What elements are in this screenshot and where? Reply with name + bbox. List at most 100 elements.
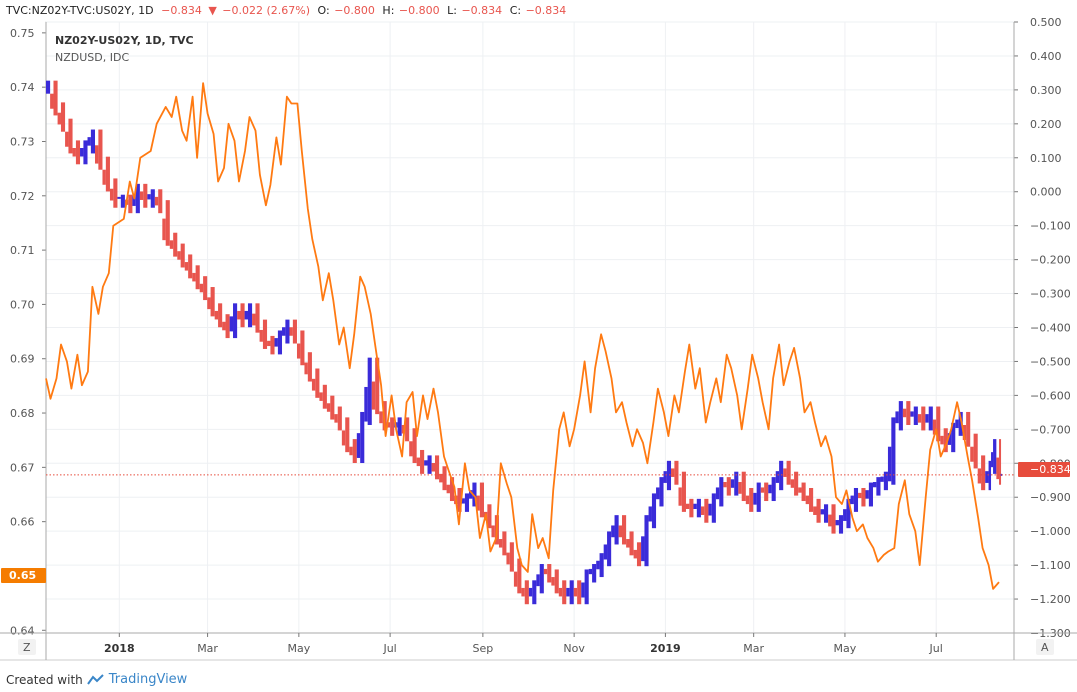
nzdusd-bar <box>685 503 690 509</box>
nzdusd-bar <box>775 471 780 483</box>
nzdusd-bar <box>820 509 824 515</box>
nzdusd-bar <box>225 314 230 339</box>
nzdusd-bar <box>823 504 829 523</box>
nzdusd-bar <box>985 471 989 483</box>
nzdusd-bar <box>588 568 593 575</box>
legend-series-a[interactable]: NZ02Y-US02Y, 1D, TVC <box>55 34 194 47</box>
nzdusd-bar <box>592 564 597 583</box>
nzdusd-bar <box>719 477 724 507</box>
nzdusd-bar <box>951 422 956 453</box>
nzdusd-bar <box>861 487 866 507</box>
time-tick-label: 2019 <box>650 642 681 655</box>
nzdusd-bar <box>180 243 185 268</box>
nzdusd-bar <box>267 340 271 347</box>
nzdusd-bar <box>906 401 911 425</box>
nzdusd-bar <box>764 482 769 502</box>
nzdusd-bar <box>858 492 862 499</box>
nzdusd-bar <box>147 194 151 200</box>
right-tick-label: −0.200 <box>1030 254 1071 267</box>
right-tick-label: 0.200 <box>1030 118 1062 131</box>
nzdusd-bar <box>259 329 263 342</box>
nzdusd-bar <box>75 140 81 165</box>
nzdusd-bar <box>229 316 234 332</box>
nzdusd-bar <box>169 240 174 249</box>
nzdusd-bar <box>1000 473 1003 476</box>
time-tick-label: Nov <box>563 642 585 655</box>
nzdusd-bar <box>726 477 731 496</box>
nzdusd-bar <box>902 408 907 418</box>
time-axis[interactable]: 2018 Mar May Jul Sep Nov 2019 Mar May Jul <box>0 22 1077 661</box>
nzdusd-bar <box>371 381 376 410</box>
nzdusd-bar <box>83 140 88 165</box>
left-tick-label: 0.66 <box>10 516 35 529</box>
footer-brand[interactable]: TradingView <box>108 672 188 687</box>
left-price-badge-text: 0.65 <box>9 569 36 582</box>
nzdusd-bar <box>674 460 679 485</box>
nzdusd-bar <box>801 482 806 502</box>
nzdusd-bar <box>487 504 492 529</box>
nzdusd-bar <box>790 479 795 488</box>
nzdusd-bar <box>158 189 163 214</box>
nzdusd-series <box>46 80 1003 605</box>
nzdusd-bar <box>345 417 350 453</box>
high-value: −0.800 <box>399 4 440 17</box>
nzdusd-bar <box>584 569 589 605</box>
close-value: −0.834 <box>526 4 567 17</box>
nzdusd-bar <box>307 352 312 382</box>
nzdusd-bar <box>412 428 417 464</box>
header-symbol: TVC:NZ02Y-TVC:US02Y, 1D <box>5 4 154 17</box>
nzdusd-bar <box>636 542 642 567</box>
nzdusd-bar <box>513 571 518 587</box>
nzdusd-bar <box>150 189 155 208</box>
right-price-axis[interactable]: 0.500 0.400 0.300 0.200 0.100 0.000 −0.100 −0.2… <box>1014 16 1071 640</box>
nzdusd-bar <box>809 487 814 512</box>
nzdusd-bar <box>165 200 170 246</box>
right-tick-label: −0.900 <box>1030 491 1071 504</box>
nzdusd-bar <box>282 327 286 336</box>
auto-scale-left-label: Z <box>23 641 31 654</box>
nzdusd-bar <box>498 539 503 548</box>
nzdusd-bar <box>738 482 742 494</box>
time-tick-label: 2018 <box>104 642 135 655</box>
nzdusd-bar <box>921 406 926 431</box>
right-tick-label: 0.500 <box>1030 16 1062 29</box>
nzdusd-bar <box>233 303 238 339</box>
nzdusd-bar <box>539 564 544 594</box>
nzdusd-bar <box>868 482 873 507</box>
nzdusd-bar <box>386 422 391 428</box>
nzdusd-bar <box>262 319 268 349</box>
auto-scale-right-button[interactable]: A <box>1036 639 1054 655</box>
auto-scale-left-button[interactable]: Z <box>18 639 36 655</box>
nzdusd-bar <box>887 446 892 482</box>
nzdusd-bar <box>925 414 929 423</box>
last-price: −0.834 <box>161 4 202 17</box>
nzdusd-bar <box>666 460 672 491</box>
left-tick-label: 0.69 <box>10 353 35 366</box>
nzdusd-bar <box>57 112 61 125</box>
nzdusd-bar <box>895 411 899 424</box>
nzdusd-bar <box>928 406 933 431</box>
nzdusd-bar <box>94 145 99 164</box>
nzdusd-bar <box>491 525 495 538</box>
nzdusd-bar <box>53 80 58 116</box>
nzdusd-bar <box>663 471 667 483</box>
legend-series-b[interactable]: NZDUSD, IDC <box>55 51 129 64</box>
nzdusd-bar <box>476 495 480 511</box>
right-tick-label: −0.500 <box>1030 355 1071 368</box>
nzdusd-bar <box>805 495 810 505</box>
nzdusd-bar <box>247 303 253 328</box>
nzdusd-bar <box>461 498 465 504</box>
nzdusd-bar <box>734 471 739 496</box>
nzdusd-bar <box>988 460 992 491</box>
nzdusd-bar <box>296 343 301 359</box>
low-label: L: <box>447 4 457 17</box>
nzdusd-bar <box>532 580 537 605</box>
nzdusd-bar <box>98 129 103 170</box>
nzdusd-bar <box>434 455 440 480</box>
nzdusd-bar <box>277 330 283 355</box>
right-tick-label: 0.100 <box>1030 152 1062 165</box>
time-tick-label: Mar <box>743 642 764 655</box>
nzdusd-bar <box>195 265 200 290</box>
left-price-axis[interactable]: 0.75 0.74 0.73 0.72 0.71 0.70 0.69 0.68 0.67 0.66… <box>10 27 46 637</box>
